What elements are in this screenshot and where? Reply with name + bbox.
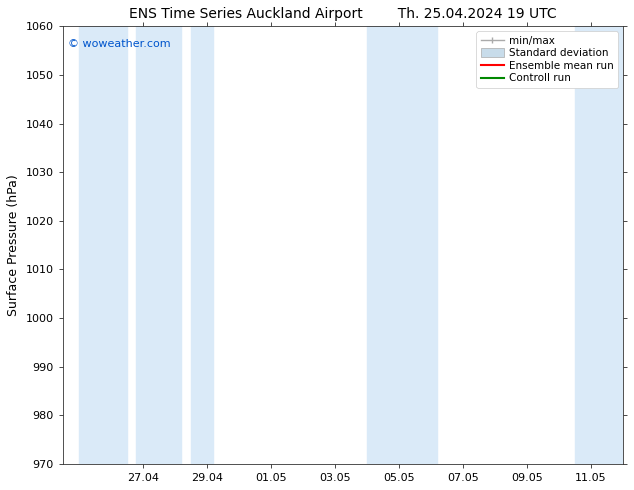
- Bar: [79, 26, 127, 464]
- Text: © woweather.com: © woweather.com: [68, 39, 171, 49]
- Bar: [367, 26, 437, 464]
- Bar: [136, 26, 181, 464]
- Title: ENS Time Series Auckland Airport        Th. 25.04.2024 19 UTC: ENS Time Series Auckland Airport Th. 25.…: [129, 7, 557, 21]
- Bar: [575, 26, 623, 464]
- Y-axis label: Surface Pressure (hPa): Surface Pressure (hPa): [7, 174, 20, 316]
- Legend: min/max, Standard deviation, Ensemble mean run, Controll run: min/max, Standard deviation, Ensemble me…: [477, 31, 618, 88]
- Bar: [191, 26, 213, 464]
